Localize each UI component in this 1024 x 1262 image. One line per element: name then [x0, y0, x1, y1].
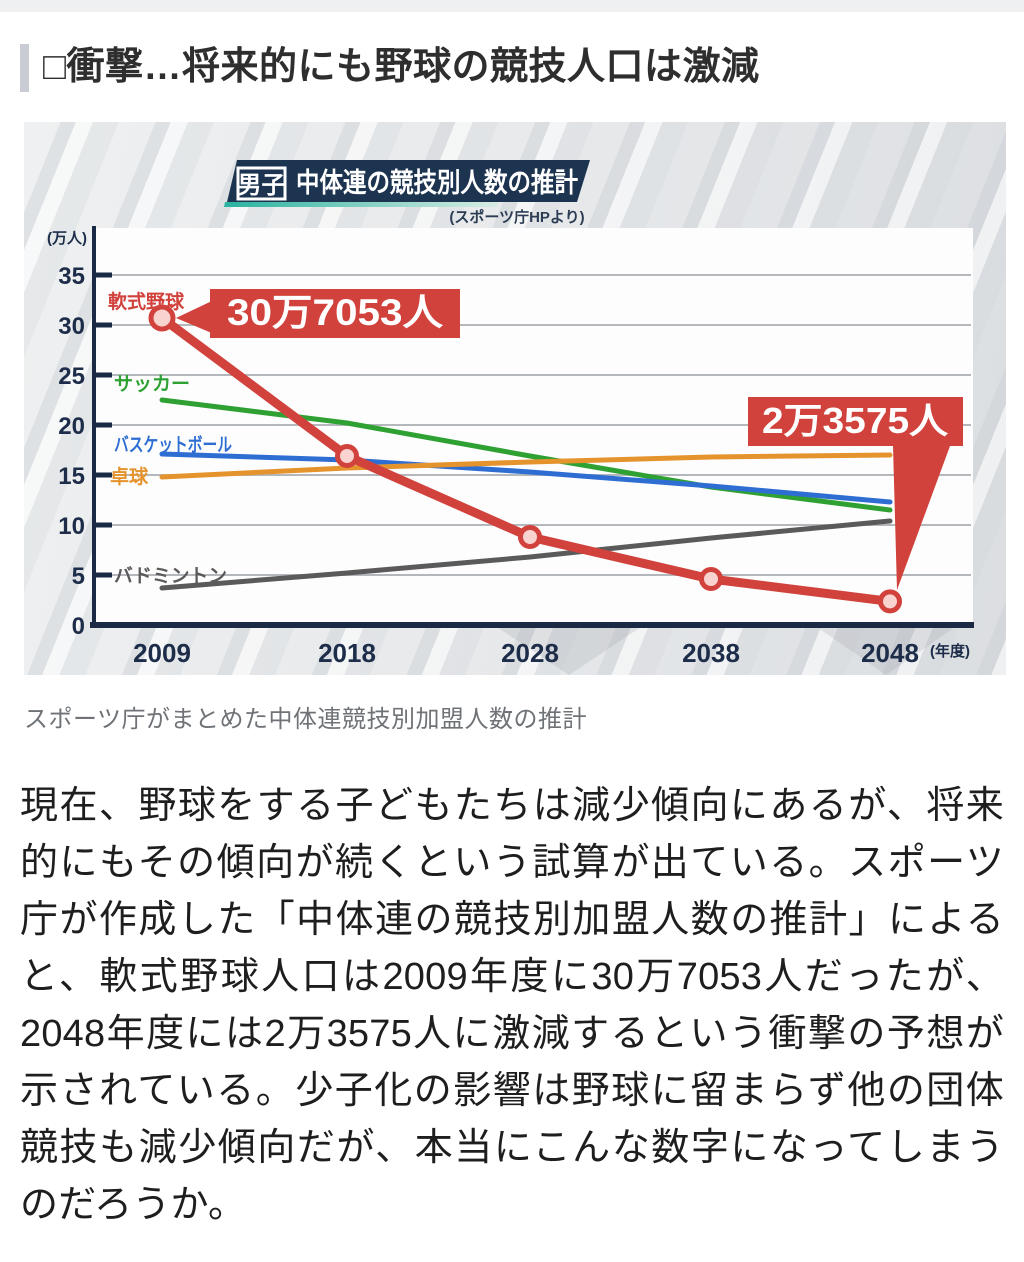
- series-label: 軟式野球: [108, 290, 185, 313]
- heading-accent-bar: [20, 44, 29, 92]
- y-tick-label: 35: [58, 263, 85, 290]
- series-line-3: [159, 451, 893, 504]
- y-tick-label: 15: [58, 463, 85, 490]
- series-label: 卓球: [110, 465, 149, 488]
- article-heading-row: □衝撃…将来的にも野球の競技人口は激減: [20, 44, 1004, 92]
- callout-start-label: 30万7053人: [227, 292, 444, 333]
- y-tick-label: 0: [72, 613, 85, 640]
- image-caption: スポーツ庁がまとめた中体連競技別加盟人数の推計: [24, 705, 588, 733]
- x-tick-label: 2009: [133, 638, 191, 668]
- y-tick-label: 30: [58, 313, 85, 340]
- deco-chevron: [814, 624, 958, 675]
- callout-start-box: [210, 288, 460, 338]
- data-point-marker: [335, 443, 359, 468]
- chart-image[interactable]: 軟式野球サッカーバスケットボール卓球バドミントン 0 5 10 15 20 25 30 35 (万…: [24, 121, 1006, 675]
- title-teal-accent: [224, 201, 498, 207]
- x-tick-label: 2038: [682, 638, 740, 668]
- x-axis-unit: (年度): [930, 642, 970, 660]
- x-tick-label: 2048: [861, 638, 919, 668]
- chart-title: 中体連の競技別人数の推計: [296, 168, 578, 198]
- callout-end-box: [748, 396, 963, 446]
- y-tick-label: 20: [58, 413, 85, 440]
- chart-badge: 男子: [238, 172, 286, 199]
- top-strip: [0, 0, 1024, 12]
- chart-title-bar: [227, 159, 590, 202]
- chart-source: (スポーツ庁HPより): [449, 208, 584, 226]
- x-tick-label: 2028: [501, 638, 559, 668]
- x-tick-label: 2018: [318, 638, 376, 668]
- deco-chevron: [494, 624, 644, 675]
- callout-end-pointer: [893, 445, 950, 590]
- data-point-marker: [148, 304, 176, 331]
- badge-box: [236, 166, 287, 200]
- data-point-marker: [518, 524, 542, 549]
- series-label: サッカー: [114, 373, 190, 395]
- y-tick-label: 5: [72, 563, 85, 590]
- data-point-marker: [878, 588, 902, 613]
- callout-start-pointer: [176, 299, 214, 334]
- y-axis-unit: (万人): [47, 230, 87, 247]
- y-tick-label: 25: [58, 363, 85, 390]
- series-label: バドミントン: [114, 565, 227, 587]
- series-label: バスケットボール: [114, 434, 232, 456]
- y-tick-label: 10: [58, 513, 85, 540]
- series-line-5: [159, 518, 893, 590]
- data-point-marker: [699, 566, 723, 591]
- series-line-4: [159, 452, 893, 479]
- article-heading: □衝撃…将来的にも野球の競技人口は激減: [43, 46, 760, 88]
- body-paragraph: 現在、野球をする子どもたちは減少傾向にあるが、将来的にもその傾向が続くという試算…: [20, 784, 1004, 1226]
- callout-end-label: 2万3575人: [762, 400, 949, 441]
